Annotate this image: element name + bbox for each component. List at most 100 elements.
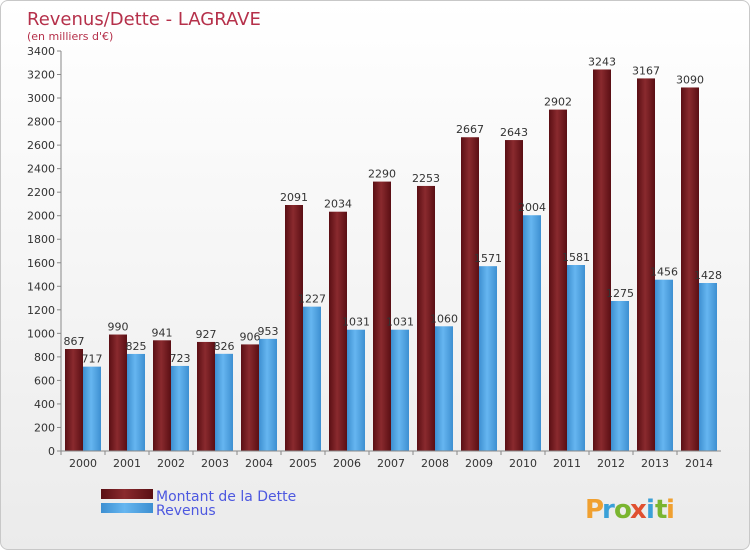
- bar-dette: [549, 109, 567, 452]
- logo-letter: P: [585, 495, 604, 525]
- y-tick-label: 200: [34, 421, 55, 434]
- value-label: 1227: [298, 293, 326, 306]
- logo-letter: o: [614, 495, 632, 525]
- logo-letter: t: [655, 495, 667, 525]
- bar-dette: [241, 344, 259, 451]
- bar-dette: [637, 78, 655, 451]
- value-label: 1571: [474, 252, 502, 265]
- bar-dette: [505, 140, 523, 451]
- value-label: 941: [152, 326, 173, 339]
- bar-dette: [329, 211, 347, 451]
- bar-dette: [285, 205, 303, 451]
- x-tick-label: 2004: [245, 457, 273, 470]
- x-tick-label: 2011: [553, 457, 581, 470]
- value-label: 2004: [518, 201, 546, 214]
- y-tick-label: 1200: [27, 304, 55, 317]
- bar-dette: [109, 334, 127, 451]
- bar-revenus: [215, 353, 233, 451]
- bar-revenus: [259, 338, 277, 451]
- x-tick-label: 2006: [333, 457, 361, 470]
- legend-swatch-revenus: [101, 503, 153, 513]
- value-label: 825: [126, 340, 147, 353]
- x-tick-label: 2010: [509, 457, 537, 470]
- y-tick-label: 1400: [27, 280, 55, 293]
- logo-letter: x: [630, 495, 647, 525]
- value-label: 826: [214, 340, 235, 353]
- value-label: 1275: [606, 287, 634, 300]
- y-tick-label: 2400: [27, 163, 55, 176]
- y-tick-label: 800: [34, 351, 55, 364]
- y-tick-label: 2600: [27, 139, 55, 152]
- y-tick-label: 600: [34, 374, 55, 387]
- y-tick-label: 2800: [27, 116, 55, 129]
- logo-letter: r: [602, 495, 615, 525]
- y-axis: 0 200 400 600 800 1000 1200 1400 1600 1800 2000 220…: [27, 45, 62, 458]
- x-tick-label: 2009: [465, 457, 493, 470]
- x-tick-label: 2013: [641, 457, 669, 470]
- y-tick-label: 1000: [27, 327, 55, 340]
- x-tick-label: 2014: [685, 457, 713, 470]
- bar-revenus: [127, 353, 145, 451]
- x-axis: 2000 2001 2002 2003 2004 2005 2006 2007 2008 2009…: [60, 450, 721, 470]
- value-label: 1031: [386, 316, 414, 329]
- bar-revenus: [567, 265, 585, 451]
- legend-label-revenus: Revenus: [156, 503, 216, 519]
- bar-revenus: [611, 301, 629, 451]
- bar-revenus: [699, 283, 717, 451]
- y-tick-label: 2200: [27, 186, 55, 199]
- bar-dette: [461, 137, 479, 451]
- value-label: 2091: [280, 191, 308, 204]
- value-label: 906: [240, 330, 261, 343]
- value-label: 953: [258, 325, 279, 338]
- x-tick-label: 2002: [157, 457, 185, 470]
- value-label: 2643: [500, 126, 528, 139]
- bar-dette: [65, 349, 83, 451]
- y-tick-label: 3000: [27, 92, 55, 105]
- x-tick-label: 2007: [377, 457, 405, 470]
- x-tick-label: 2012: [597, 457, 625, 470]
- x-tick-label: 2000: [69, 457, 97, 470]
- bar-revenus: [171, 365, 189, 451]
- logo-letter: i: [646, 495, 655, 525]
- x-tick-label: 2001: [113, 457, 141, 470]
- value-label: 1060: [430, 312, 458, 325]
- bar-revenus: [479, 266, 497, 451]
- chart-title: Revenus/Dette - LAGRAVE: [27, 9, 261, 30]
- y-tick-label: 400: [34, 398, 55, 411]
- value-label: 3090: [676, 73, 704, 86]
- y-tick-label: 2000: [27, 210, 55, 223]
- value-label: 1031: [342, 316, 370, 329]
- value-label: 1428: [694, 269, 722, 282]
- logo-letter: i: [666, 495, 675, 525]
- bar-dette: [373, 181, 391, 451]
- bar-dette: [681, 87, 699, 452]
- value-label: 2034: [324, 198, 352, 211]
- value-label: 2667: [456, 123, 484, 136]
- bar-revenus: [83, 366, 101, 451]
- y-tick-label: 3200: [27, 69, 55, 82]
- proxiti-logo: Pr ox i ti: [585, 495, 675, 525]
- value-label: 3167: [632, 64, 660, 77]
- bar-revenus: [391, 329, 409, 451]
- value-label: 723: [170, 352, 191, 365]
- value-label: 2902: [544, 96, 572, 109]
- x-tick-label: 2005: [289, 457, 317, 470]
- legend: Montant de la Dette Revenus: [101, 489, 296, 519]
- bar-revenus: [435, 326, 453, 451]
- value-label: 1581: [562, 251, 590, 264]
- value-label: 717: [82, 353, 103, 366]
- bar-dette: [593, 69, 611, 452]
- y-tick-label: 1800: [27, 233, 55, 246]
- value-label: 2253: [412, 172, 440, 185]
- bar-dette: [417, 185, 435, 452]
- bar-revenus: [347, 329, 365, 451]
- value-label: 3243: [588, 55, 616, 68]
- value-label: 2290: [368, 168, 396, 181]
- value-label: 867: [64, 335, 85, 348]
- x-tick-label: 2008: [421, 457, 449, 470]
- bar-dette: [153, 340, 171, 451]
- value-label: 927: [196, 328, 217, 341]
